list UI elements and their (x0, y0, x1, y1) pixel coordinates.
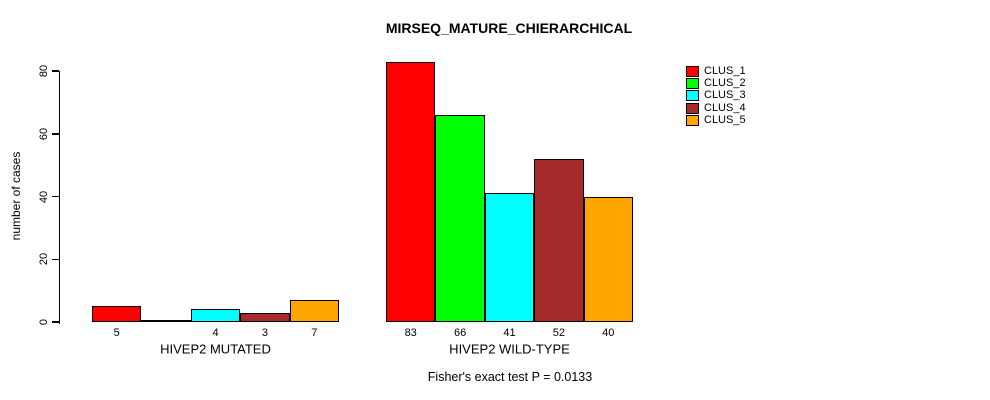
bar-value-label: 3 (261, 327, 268, 339)
y-axis-tick-label: 60 (38, 127, 50, 140)
bar-value-label: 4 (212, 327, 219, 339)
bar-value-label: 5 (113, 327, 120, 339)
bar-value-label: 66 (453, 327, 467, 339)
bar-clus_4-group2 (534, 158, 584, 322)
legend-label: CLUS_5 (704, 113, 746, 126)
legend-swatch-icon (686, 90, 699, 102)
legend-swatch-icon (686, 65, 699, 77)
legend-item-clus_1: CLUS_1 (686, 65, 746, 77)
bar-clus_5-group2 (583, 196, 633, 322)
x-group-label: HIVEP2 WILD-TYPE (449, 341, 570, 357)
legend-swatch-icon (686, 114, 699, 126)
y-axis-tick-label: 20 (38, 253, 50, 266)
y-axis-tick (51, 70, 59, 72)
zero-bar-clus_2-group1 (141, 320, 191, 322)
y-axis-tick-label: 80 (38, 64, 50, 78)
legend-swatch-icon (686, 77, 699, 89)
legend-swatch-icon (686, 102, 699, 114)
y-axis-tick-label: 40 (38, 190, 50, 203)
bar-value-label: 83 (404, 327, 417, 339)
bar-value-label: 41 (503, 327, 516, 339)
legend: CLUS_1 CLUS_2 CLUS_3 CLUS_4 CLUS_5 (686, 65, 746, 126)
bar-clus_3-group1 (190, 309, 241, 322)
bar-value-label: 52 (552, 327, 566, 339)
chart-title: MIRSEQ_MATURE_CHIERARCHICAL (385, 20, 633, 36)
y-axis-title: number of cases (9, 151, 23, 241)
legend-item-clus_2: CLUS_2 (686, 77, 746, 89)
legend-label: CLUS_3 (704, 89, 746, 102)
bar-clus_5-group1 (289, 300, 339, 322)
y-axis-tick (51, 133, 59, 135)
fisher-test-footnote: Fisher's exact test P = 0.0133 (427, 370, 593, 384)
bar-clus_3-group2 (484, 193, 535, 322)
bar-clus_1-group1 (92, 306, 142, 322)
legend-item-clus_5: CLUS_5 (686, 114, 746, 126)
legend-item-clus_4: CLUS_4 (686, 102, 746, 114)
legend-label: CLUS_1 (704, 64, 746, 77)
legend-label: CLUS_4 (704, 101, 746, 114)
bar-clus_4-group1 (240, 312, 290, 322)
legend-label: CLUS_2 (704, 76, 746, 89)
x-group-label: HIVEP2 MUTATED (160, 341, 271, 357)
bar-value-label: 40 (602, 327, 615, 339)
y-axis-tick (51, 321, 59, 323)
legend-item-clus_3: CLUS_3 (686, 90, 746, 102)
bar-clus_1-group2 (386, 61, 436, 322)
y-axis-tick-label: 0 (38, 318, 50, 326)
y-axis-line (58, 71, 60, 324)
bar-value-label: 7 (311, 327, 318, 339)
y-axis-tick (51, 195, 59, 198)
bar-clus_2-group2 (435, 114, 485, 322)
y-axis-tick (51, 258, 59, 260)
